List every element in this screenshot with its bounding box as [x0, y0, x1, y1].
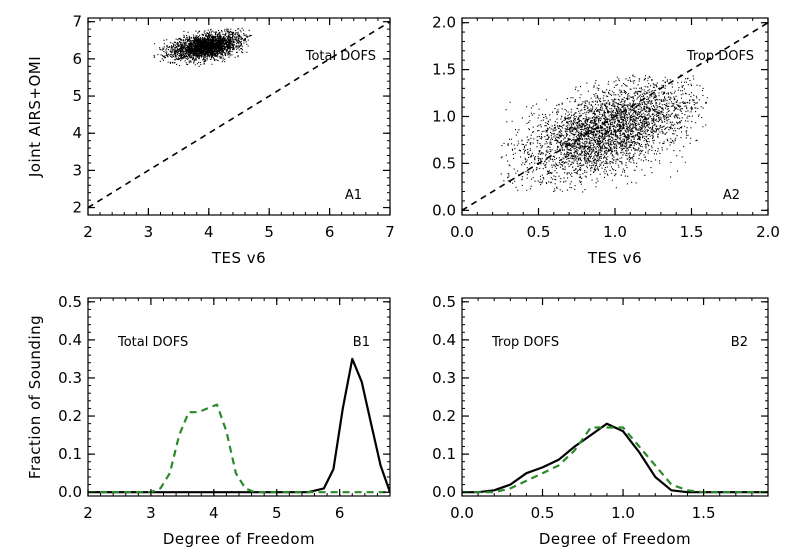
panel-annotation: Total DOFS: [305, 49, 376, 64]
y-tick-label: 0.0: [432, 201, 456, 219]
panel-annotation: Total DOFS: [117, 335, 188, 350]
series-line-0: [88, 357, 390, 494]
one-to-one-line: [462, 22, 768, 211]
y-tick-label: 0.0: [432, 483, 456, 501]
scatter-point: [644, 143, 647, 146]
y-axis-title: Fraction of Sounding: [26, 315, 44, 479]
y-tick-label: 2: [72, 199, 82, 217]
y-tick-label: 0.5: [58, 293, 82, 311]
scatter-point: [208, 50, 210, 53]
x-tick-label: 6: [335, 504, 345, 522]
x-tick-label: 0.0: [450, 504, 474, 522]
scatter-point: [226, 39, 228, 42]
x-axis-title: TES v6: [587, 249, 642, 267]
x-axis-title: Degree of Freedom: [539, 530, 691, 548]
scatter-point: [220, 35, 222, 38]
panel-b1: 2 3 4 5 6 0.0 0.1 0.2 0.3 0.4 0.5 Degree of Freedom…: [26, 293, 391, 548]
x-tick-label: 1.5: [692, 504, 716, 522]
x-tick-label: 3: [144, 223, 154, 241]
plot-area: [88, 357, 390, 494]
panel-label: A2: [723, 188, 740, 203]
scatter-point: [660, 111, 662, 113]
scatter-cloud: [500, 74, 708, 193]
series-line-1: [88, 403, 390, 494]
plot-frame: [461, 297, 769, 497]
x-tick-label: 4: [209, 504, 219, 522]
scatter-point: [177, 50, 180, 53]
scatter-point: [153, 56, 156, 58]
y-tick-label: 1.0: [432, 108, 456, 126]
scatter-point: [598, 129, 601, 132]
panel-b2: 0.0 0.5 1.0 1.5 0.0 0.1 0.2 0.3 0.4 0.5 Degree of …: [432, 293, 769, 548]
scatter-point: [583, 106, 586, 108]
x-tick-label: 1.0: [603, 223, 627, 241]
y-tick-label: 3: [72, 161, 82, 179]
y-tick-label: 0.1: [432, 445, 456, 463]
x-tick-label: 2: [83, 223, 93, 241]
plot-frame: [87, 17, 391, 216]
series-line-1: [462, 426, 768, 494]
one-to-one-line: [88, 21, 390, 209]
panel-label: B2: [731, 335, 748, 350]
y-tick-label: 0.5: [432, 154, 456, 172]
scatter-point: [165, 54, 168, 56]
panel-annotation: Trop DOFS: [491, 335, 559, 350]
panel-a2: 0.0 0.5 1.0 1.5 2.0 0.0 0.5 1.0 1.5 2.0 TES v6 Trop…: [432, 14, 780, 267]
x-tick-label: 1.5: [680, 223, 704, 241]
x-axis-title: Degree of Freedom: [163, 530, 315, 548]
scatter-point: [171, 61, 174, 64]
scatter-cloud: [153, 27, 252, 67]
scatter-point: [690, 106, 693, 108]
plot-area: [462, 422, 768, 494]
y-tick-label: 7: [72, 13, 82, 31]
panel-label: B1: [353, 335, 370, 350]
x-tick-label: 5: [272, 504, 282, 522]
y-tick-label: 0.0: [58, 483, 82, 501]
scatter-point: [238, 35, 240, 38]
x-tick-label: 7: [385, 223, 395, 241]
scatter-point: [214, 43, 216, 45]
y-tick-label: 0.5: [432, 293, 456, 311]
scatter-point: [614, 120, 616, 122]
scatter-point: [183, 43, 186, 45]
x-tick-label: 0.0: [450, 223, 474, 241]
panel-a1: 2 3 4 5 6 7 2 3 4 5 6 7 TES v6 Joint AIRS+OMI Total DO…: [26, 13, 395, 267]
y-tick-label: 0.3: [58, 369, 82, 387]
panel-label: A1: [345, 188, 362, 203]
x-tick-label: 4: [204, 223, 214, 241]
x-tick-label: 3: [146, 504, 156, 522]
y-tick-label: 6: [72, 50, 82, 68]
series-line-0: [462, 422, 768, 494]
x-tick-label: 0.5: [531, 504, 555, 522]
plot-area: [88, 21, 390, 209]
scatter-point: [201, 45, 204, 47]
y-tick-label: 5: [72, 87, 82, 105]
y-tick-label: 0.4: [432, 331, 456, 349]
scatter-point: [629, 115, 632, 118]
scatter-point: [537, 157, 540, 160]
y-tick-label: 0.2: [432, 407, 456, 425]
scatter-point: [507, 176, 509, 179]
y-tick-label: 1.5: [432, 61, 456, 79]
x-tick-label: 2: [83, 504, 93, 522]
plot-area: [462, 22, 768, 211]
y-tick-label: 0.1: [58, 445, 82, 463]
y-axis-title: Joint AIRS+OMI: [26, 56, 44, 178]
x-tick-label: 2.0: [756, 223, 780, 241]
y-tick-label: 4: [72, 124, 82, 142]
x-axis-title: TES v6: [211, 249, 266, 267]
y-tick-label: 2.0: [432, 14, 456, 32]
y-tick-label: 0.4: [58, 331, 82, 349]
x-tick-label: 5: [264, 223, 274, 241]
y-tick-label: 0.2: [58, 407, 82, 425]
y-tick-label: 0.3: [432, 369, 456, 387]
x-tick-label: 1.0: [611, 504, 635, 522]
panel-annotation: Trop DOFS: [686, 49, 754, 64]
scatter-point: [189, 48, 192, 51]
x-tick-label: 0.5: [527, 223, 551, 241]
x-tick-label: 6: [325, 223, 335, 241]
